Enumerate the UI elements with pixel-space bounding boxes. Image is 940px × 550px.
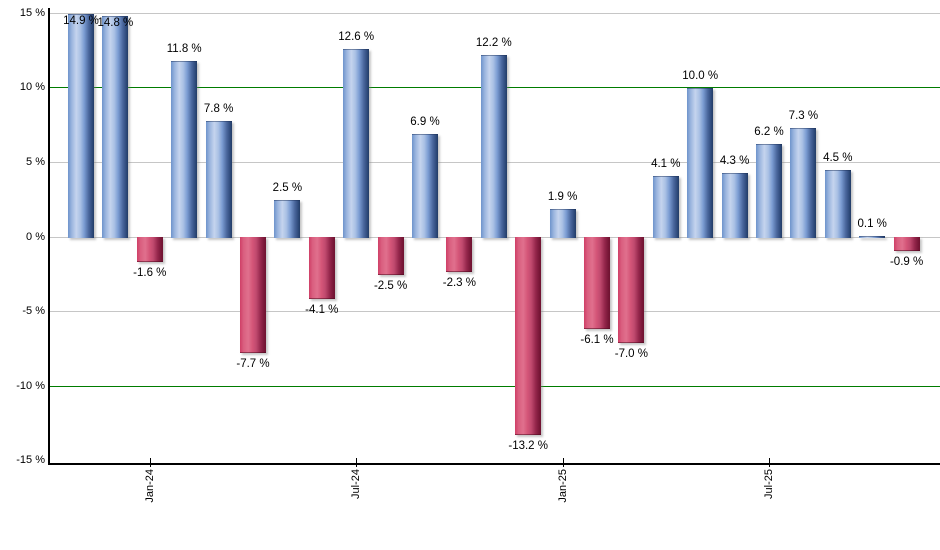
bar-value-label: 4.1 % bbox=[651, 157, 681, 170]
bar[interactable] bbox=[859, 235, 886, 238]
bar[interactable] bbox=[308, 237, 335, 300]
bar-value-label: 14.9 % bbox=[63, 15, 99, 28]
bar[interactable] bbox=[893, 237, 920, 252]
y-tick-label: -10 % bbox=[16, 379, 45, 392]
x-tick bbox=[769, 458, 770, 467]
y-tick-label: 15 % bbox=[19, 6, 45, 19]
y-tick-label: 10 % bbox=[19, 81, 45, 94]
bar[interactable] bbox=[618, 237, 645, 343]
bar[interactable] bbox=[584, 237, 610, 330]
gridline bbox=[48, 311, 940, 313]
bar[interactable] bbox=[240, 237, 266, 353]
x-tick-label: Jan-25 bbox=[556, 469, 569, 503]
gridline bbox=[48, 385, 940, 387]
bar[interactable] bbox=[721, 172, 748, 238]
bar-value-label: 12.6 % bbox=[338, 30, 375, 43]
bar[interactable] bbox=[377, 237, 404, 276]
bar[interactable] bbox=[687, 87, 714, 238]
bar-value-label: -6.1 % bbox=[580, 334, 614, 347]
bar[interactable] bbox=[136, 237, 163, 262]
y-tick-label: -15 % bbox=[16, 454, 45, 467]
bar-value-label: -4.1 % bbox=[305, 304, 339, 317]
bar[interactable] bbox=[790, 127, 817, 238]
bar[interactable] bbox=[205, 120, 232, 238]
bar-value-label: 4.5 % bbox=[823, 151, 853, 164]
y-tick-label: -5 % bbox=[22, 305, 45, 318]
bar-value-label: 11.8 % bbox=[166, 42, 202, 55]
x-tick bbox=[562, 458, 564, 467]
bar[interactable] bbox=[446, 237, 473, 273]
y-tick-label: 5 % bbox=[26, 155, 45, 168]
bar-value-label: 0.1 % bbox=[857, 217, 887, 230]
bar-value-label: 7.3 % bbox=[788, 109, 819, 122]
bar-value-label: 14.8 % bbox=[97, 16, 134, 29]
bar[interactable] bbox=[756, 144, 782, 238]
bar-value-label: 4.3 % bbox=[719, 154, 750, 167]
y-axis bbox=[48, 8, 50, 463]
bar[interactable] bbox=[515, 237, 542, 436]
bar[interactable] bbox=[549, 208, 576, 238]
bar-value-label: -0.9 % bbox=[889, 256, 924, 269]
bar[interactable] bbox=[824, 169, 851, 238]
y-tick-label: 0 % bbox=[26, 230, 45, 243]
bar-value-label: 2.5 % bbox=[272, 181, 303, 194]
bar-value-label: 1.9 % bbox=[547, 190, 578, 203]
bar[interactable] bbox=[171, 60, 198, 238]
bar-value-label: 6.9 % bbox=[410, 115, 440, 128]
bar[interactable] bbox=[652, 175, 679, 238]
x-tick-label: Jul-25 bbox=[763, 469, 775, 499]
bar-value-label: -1.6 % bbox=[133, 266, 167, 279]
bar[interactable] bbox=[102, 15, 129, 238]
bar[interactable] bbox=[68, 14, 94, 238]
bar-value-label: -7.0 % bbox=[614, 347, 649, 360]
x-axis bbox=[48, 463, 940, 465]
bar[interactable] bbox=[274, 199, 301, 238]
bar-value-label: 7.8 % bbox=[203, 102, 234, 115]
x-tick-label: Jul-24 bbox=[350, 469, 363, 499]
bar[interactable] bbox=[343, 48, 370, 238]
bar[interactable] bbox=[480, 54, 507, 238]
gridline bbox=[48, 12, 940, 14]
x-tick-label: Jan-24 bbox=[143, 469, 156, 503]
bar-value-label: 6.2 % bbox=[754, 126, 784, 139]
bar[interactable] bbox=[412, 133, 438, 238]
x-tick bbox=[356, 458, 358, 467]
bar-value-label: 10.0 % bbox=[682, 69, 719, 82]
bar-value-label: -2.5 % bbox=[373, 280, 408, 293]
x-tick bbox=[149, 458, 151, 467]
bar-value-label: -13.2 % bbox=[508, 440, 549, 453]
bar-value-label: -7.7 % bbox=[236, 357, 270, 370]
bar-value-label: 12.2 % bbox=[475, 36, 512, 49]
bar-value-label: -2.3 % bbox=[442, 277, 477, 290]
